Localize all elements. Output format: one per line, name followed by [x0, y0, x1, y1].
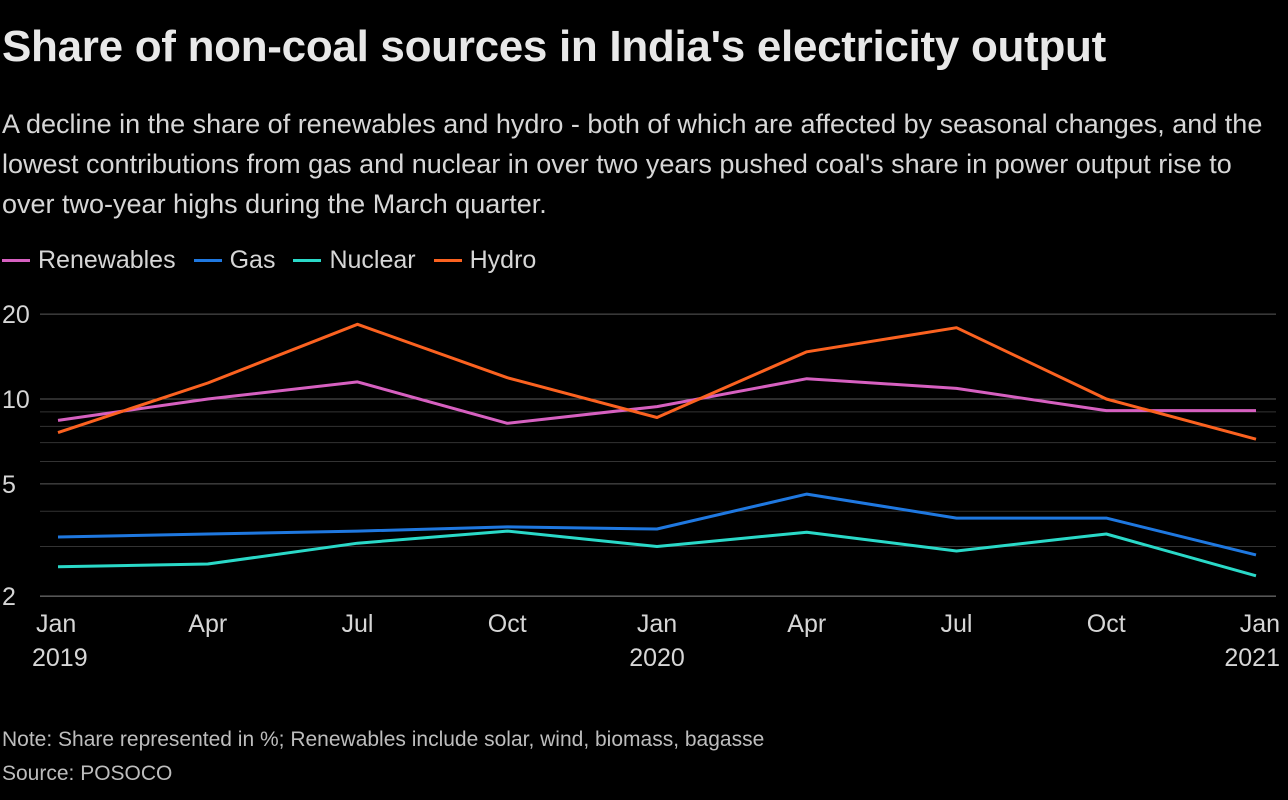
x-tick-label: Jan [637, 610, 677, 638]
x-tick-label: Jan [36, 610, 76, 638]
legend-swatch-hydro [433, 259, 462, 262]
legend-label-gas: Gas [229, 246, 276, 274]
x-tick-year-label: 2020 [629, 644, 685, 672]
legend-item-nuclear: Nuclear [293, 246, 416, 275]
x-tick-year-label: 2019 [32, 644, 88, 672]
legend-label-nuclear: Nuclear [329, 246, 416, 274]
x-tick-label: Jul [342, 610, 374, 638]
legend-swatch-gas [193, 259, 222, 262]
legend-label-renewables: Renewables [38, 246, 176, 274]
legend-swatch-renewables [2, 259, 30, 262]
legend: Renewables Gas Nuclear Hydro [2, 246, 554, 275]
series-line-gas [57, 492, 1257, 557]
legend-swatch-nuclear [293, 259, 322, 262]
x-tick-label: Jul [941, 610, 973, 638]
x-tick-label: Jan [1240, 610, 1280, 638]
series-line-nuclear [57, 529, 1257, 578]
x-tick-label: Oct [1087, 610, 1126, 638]
series-line-hydro [57, 322, 1257, 441]
x-tick-label: Apr [188, 610, 227, 638]
series-line-renewables [57, 377, 1256, 425]
chart-source: Source: POSOCO [2, 762, 173, 785]
chart-title: Share of non-coal sources in India's ele… [2, 22, 1106, 71]
chart-note: Note: Share represented in %; Renewables… [2, 728, 765, 751]
legend-item-hydro: Hydro [433, 246, 537, 275]
y-tick-label: 5 [2, 471, 16, 499]
legend-item-gas: Gas [193, 246, 276, 275]
x-tick-label: Apr [787, 610, 826, 638]
y-tick-label: 2 [2, 583, 16, 611]
chart-subtitle: A decline in the share of renewables and… [2, 109, 1263, 219]
y-tick-label: 10 [2, 386, 30, 414]
y-tick-label: 20 [2, 301, 30, 329]
x-tick-label: Oct [488, 610, 527, 638]
x-tick-year-label: 2021 [1224, 644, 1280, 672]
legend-label-hydro: Hydro [469, 246, 537, 274]
legend-item-renewables: Renewables [2, 246, 176, 275]
